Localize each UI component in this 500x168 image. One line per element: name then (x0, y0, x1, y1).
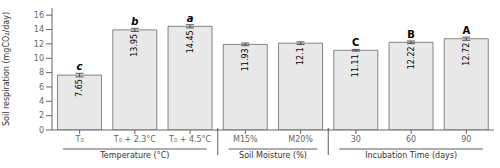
svg-text:2: 2 (39, 111, 44, 120)
svg-text:T₀: T₀ (75, 135, 84, 144)
svg-text:c: c (77, 61, 83, 72)
svg-text:12.1: 12.1 (296, 47, 305, 65)
svg-text:7.65: 7.65 (75, 79, 84, 97)
svg-text:13.95: 13.95 (130, 34, 139, 57)
svg-text:Temperature (°C): Temperature (°C) (99, 151, 169, 160)
svg-text:B: B (407, 29, 415, 40)
svg-text:0: 0 (39, 126, 44, 135)
svg-text:10: 10 (34, 54, 44, 63)
svg-text:A: A (462, 25, 470, 36)
svg-text:11.11: 11.11 (351, 54, 360, 77)
svg-text:b: b (131, 16, 138, 27)
svg-text:6: 6 (39, 83, 44, 92)
svg-text:4: 4 (39, 97, 44, 106)
svg-text:8: 8 (39, 68, 44, 77)
svg-text:C: C (352, 37, 359, 48)
svg-text:11.93: 11.93 (241, 48, 250, 71)
svg-text:12.22: 12.22 (407, 46, 416, 69)
svg-text:16: 16 (34, 11, 44, 20)
svg-text:Soil Moisture (%): Soil Moisture (%) (239, 151, 307, 160)
svg-text:12.72: 12.72 (462, 43, 471, 66)
svg-text:M15%: M15% (233, 135, 258, 144)
svg-text:30: 30 (351, 135, 361, 144)
svg-text:Soil respiration (mgCO₂/day): Soil respiration (mgCO₂/day) (8, 12, 11, 126)
svg-text:14: 14 (34, 25, 44, 34)
svg-text:a: a (187, 13, 194, 24)
svg-text:T₀ + 4.5°C: T₀ + 4.5°C (168, 135, 212, 144)
svg-text:14.45: 14.45 (186, 30, 195, 53)
svg-text:M20%: M20% (288, 135, 313, 144)
svg-text:T₀ + 2.3°C: T₀ + 2.3°C (113, 135, 157, 144)
svg-text:Incubation Time (days): Incubation Time (days) (365, 151, 457, 160)
svg-text:60: 60 (406, 135, 416, 144)
svg-text:12: 12 (34, 40, 44, 49)
svg-text:90: 90 (461, 135, 471, 144)
